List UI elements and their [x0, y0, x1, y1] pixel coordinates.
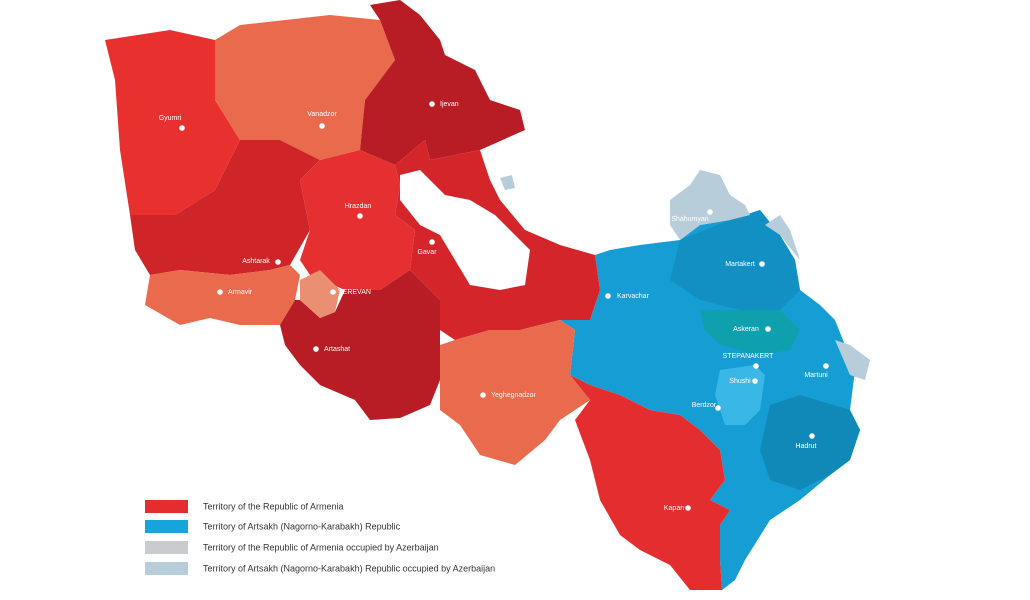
city-dot [685, 505, 691, 511]
region [765, 215, 800, 260]
city-dot [752, 378, 758, 384]
region [105, 30, 240, 215]
city-dot [809, 433, 815, 439]
city-label: STEPANAKERT [723, 353, 774, 360]
city-dot [753, 363, 759, 369]
city-label: Askeran [733, 326, 759, 333]
region [300, 150, 415, 290]
legend-swatch [145, 520, 188, 533]
city-label: Gyumri [159, 115, 182, 122]
region [760, 395, 860, 490]
region [280, 270, 440, 420]
legend-swatch [145, 500, 188, 513]
city-dot [330, 289, 336, 295]
legend-label: Territory of Artsakh (Nagorno-Karabakh) … [203, 563, 495, 573]
city-label: Ashtarak [242, 258, 270, 265]
region [500, 175, 515, 190]
legend-label: Territory of the Republic of Armenia occ… [203, 542, 439, 552]
city-dot [179, 125, 185, 131]
legend-swatch [145, 541, 188, 554]
region [700, 310, 800, 355]
region [215, 15, 395, 160]
city-dot [313, 346, 319, 352]
city-label: Armavir [228, 289, 253, 296]
city-label: Hrazdan [345, 203, 372, 210]
city-dot [429, 101, 435, 107]
city-dot [217, 289, 223, 295]
region [835, 340, 870, 380]
legend: Territory of the Republic of Armenia Ter… [145, 500, 495, 575]
city-label: Martuni [804, 372, 828, 379]
city-label: Vanadzor [307, 111, 337, 118]
lake [400, 170, 530, 290]
region [440, 320, 590, 465]
region [670, 170, 750, 240]
region [360, 0, 525, 165]
city-label: Artashat [324, 346, 350, 353]
regions [105, 0, 870, 590]
city-dot [319, 123, 325, 129]
city-dot [765, 326, 771, 332]
region [670, 210, 800, 310]
city-label: Shushi [729, 378, 751, 385]
city-label: Hadrut [795, 443, 816, 450]
city-label: Berdzor [692, 402, 717, 409]
city-label: YEREVAN [338, 289, 371, 296]
region [300, 270, 340, 318]
city-dot [429, 239, 435, 245]
city-label: Ijevan [440, 101, 459, 108]
city-dot [605, 293, 611, 299]
city-dot [715, 405, 721, 411]
city-label: Gavar [417, 249, 437, 256]
city-dot [707, 209, 713, 215]
region [145, 265, 300, 325]
legend-label: Territory of the Republic of Armenia [203, 501, 344, 511]
city-label: Shahumyan [671, 216, 708, 223]
city-dot [275, 259, 281, 265]
region [130, 140, 320, 275]
region [570, 375, 730, 590]
city-dot [759, 261, 765, 267]
city-dot [823, 363, 829, 369]
city-dot [357, 213, 363, 219]
city-dot [480, 392, 486, 398]
city-label: Martakert [725, 261, 755, 268]
legend-swatch [145, 562, 188, 575]
cities: Gyumri Vanadzor Ijevan Shahumyan Hrazdan Mart… [159, 101, 829, 512]
city-label: Kapan [664, 505, 684, 512]
legend-label: Territory of Artsakh (Nagorno-Karabakh) … [203, 521, 401, 531]
city-label: Yeghegnadzor [491, 392, 537, 399]
city-label: Karvachar [617, 293, 650, 300]
